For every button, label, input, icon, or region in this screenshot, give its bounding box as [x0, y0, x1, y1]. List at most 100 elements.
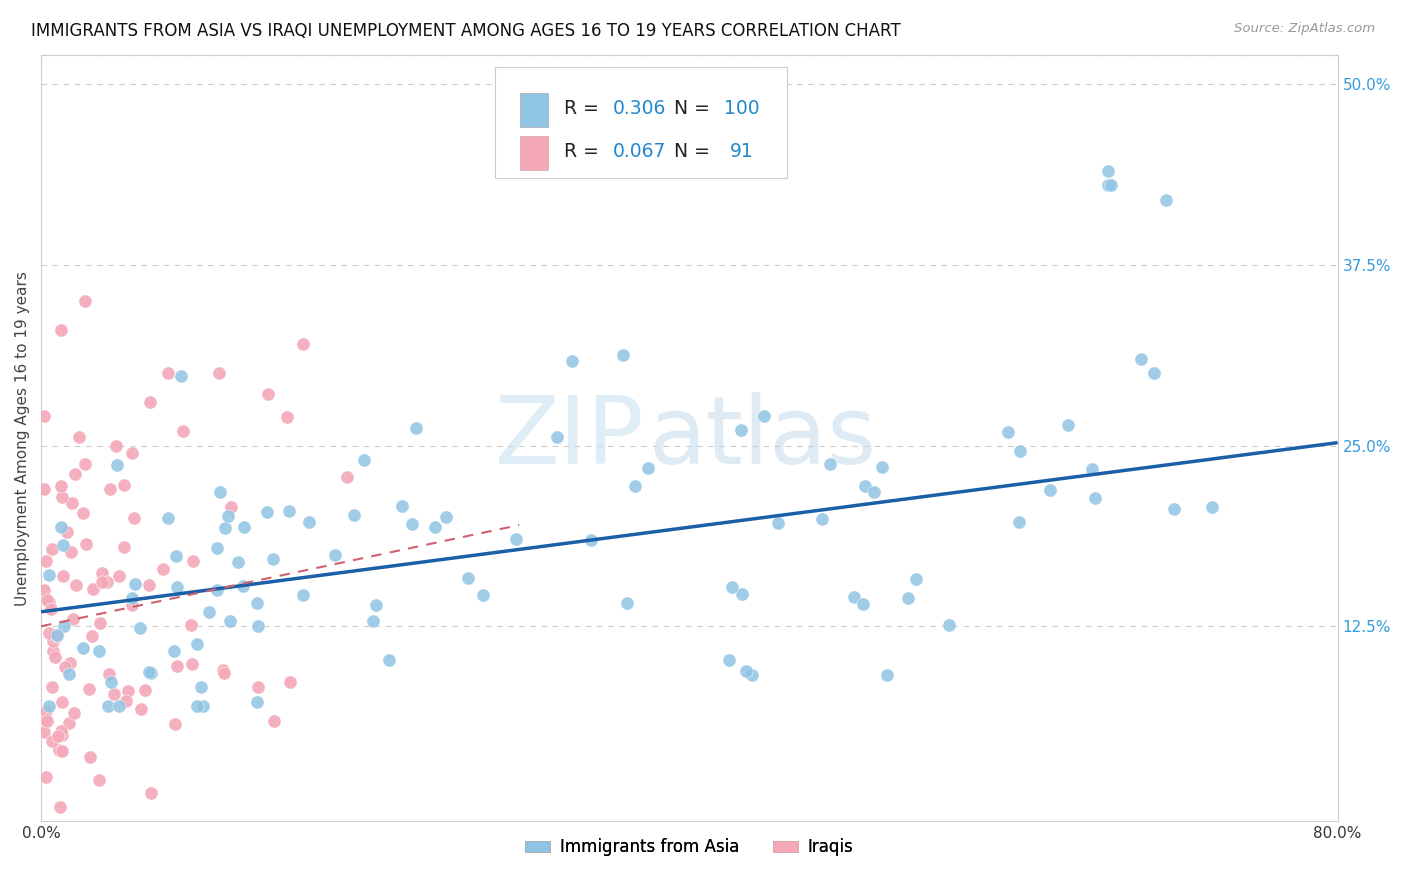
Point: [361, 614, 384, 628]
Point: [60, 496, 83, 510]
Point: [1099, 178, 1122, 193]
Point: [56, 525, 79, 540]
Point: [876, 667, 898, 681]
Point: [246, 619, 269, 633]
Point: [741, 667, 763, 681]
Point: [82, 582, 104, 596]
Text: IMMIGRANTS FROM ASIA VS IRAQI UNEMPLOYMENT AMONG AGES 16 TO 19 YEARS CORRELATION: IMMIGRANTS FROM ASIA VS IRAQI UNEMPLOYME…: [31, 22, 901, 40]
Point: [1081, 462, 1104, 476]
Point: [114, 694, 136, 708]
Bar: [520, 93, 548, 127]
Point: [62, 612, 84, 626]
Point: [292, 588, 315, 602]
Point: [190, 680, 212, 694]
Point: [96, 575, 118, 590]
Point: [91, 566, 114, 580]
Point: [41, 680, 63, 694]
Point: [121, 446, 143, 460]
Point: [51, 728, 73, 742]
Point: [117, 683, 139, 698]
Point: [471, 588, 494, 602]
Point: [46, 628, 69, 642]
Point: [42, 644, 65, 658]
Point: [1201, 500, 1223, 515]
Point: [38, 595, 60, 609]
Point: [51, 491, 73, 505]
Point: [246, 596, 269, 610]
Point: [166, 581, 188, 595]
Point: [121, 599, 143, 613]
Point: [124, 577, 146, 591]
Point: [581, 533, 603, 547]
Point: [209, 484, 232, 499]
Point: [60, 545, 83, 559]
Point: [45, 629, 67, 643]
Point: [49, 723, 72, 738]
Point: [172, 424, 194, 438]
Point: [104, 438, 127, 452]
Point: [717, 653, 740, 667]
Point: [247, 680, 270, 694]
Point: [721, 581, 744, 595]
Point: [257, 387, 280, 401]
Point: [112, 540, 135, 554]
Text: atlas: atlas: [648, 392, 876, 484]
Point: [212, 665, 235, 680]
Point: [53, 619, 76, 633]
Point: [107, 458, 129, 473]
Point: [35, 593, 58, 607]
Point: [87, 772, 110, 787]
Point: [752, 409, 775, 424]
Text: 0.306: 0.306: [613, 99, 666, 118]
Point: [637, 460, 659, 475]
Point: [138, 578, 160, 592]
Point: [90, 574, 112, 589]
Point: [52, 538, 75, 552]
Point: [139, 785, 162, 799]
Point: [731, 587, 754, 601]
Point: [38, 698, 60, 713]
Point: [561, 353, 583, 368]
Point: [853, 479, 876, 493]
Point: [323, 549, 346, 563]
Point: [51, 744, 73, 758]
Point: [89, 644, 111, 658]
Point: [139, 395, 162, 409]
Point: [163, 644, 186, 658]
Point: [108, 569, 131, 583]
Point: [263, 714, 285, 728]
Point: [35, 771, 58, 785]
Point: [434, 510, 457, 524]
Point: [121, 591, 143, 605]
Text: ZIP: ZIP: [495, 392, 644, 484]
Point: [58, 667, 80, 681]
Point: [134, 683, 156, 698]
Point: [405, 421, 427, 435]
Point: [44, 650, 66, 665]
Point: [53, 659, 76, 673]
Point: [97, 666, 120, 681]
Point: [129, 621, 152, 635]
Point: [342, 508, 364, 522]
Point: [41, 634, 63, 648]
Point: [100, 674, 122, 689]
Y-axis label: Unemployment Among Ages 16 to 19 years: Unemployment Among Ages 16 to 19 years: [15, 271, 30, 606]
Point: [124, 511, 146, 525]
Point: [1008, 443, 1031, 458]
Point: [863, 484, 886, 499]
Point: [217, 508, 239, 523]
Point: [39, 602, 62, 616]
Point: [46, 729, 69, 743]
Point: [112, 478, 135, 492]
Point: [52, 568, 75, 582]
Point: [89, 616, 111, 631]
Point: [212, 663, 235, 677]
Point: [505, 532, 527, 546]
Point: [1143, 366, 1166, 380]
Point: [34, 482, 56, 496]
Point: [852, 598, 875, 612]
Point: [35, 714, 58, 729]
Point: [233, 520, 256, 534]
Point: [139, 666, 162, 681]
Point: [276, 409, 298, 424]
